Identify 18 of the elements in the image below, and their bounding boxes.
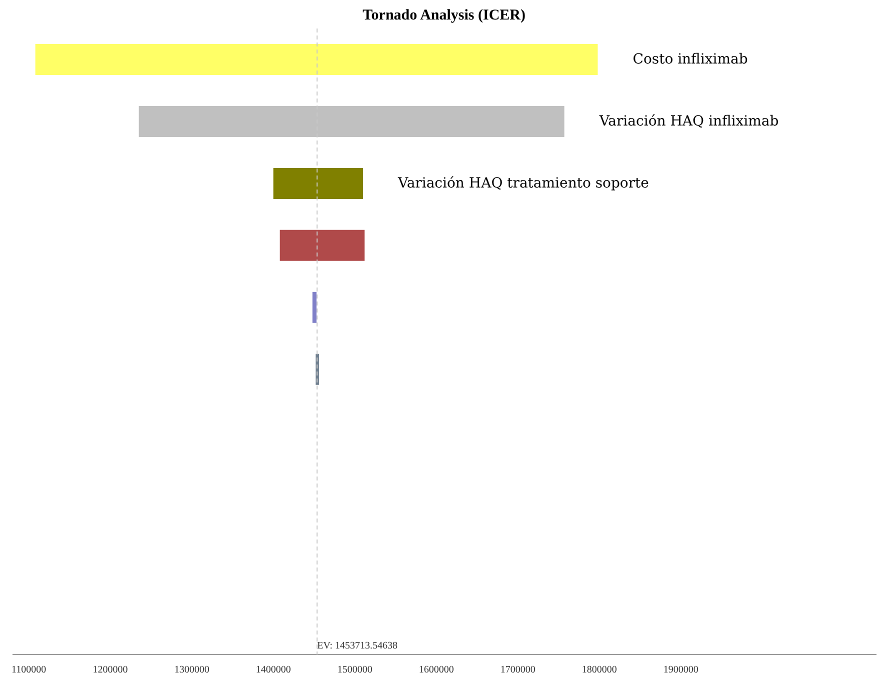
y-tick-label: Variación HAQ infliximab bbox=[598, 113, 779, 130]
x-tick-label: 1500000 bbox=[337, 664, 372, 676]
x-tick-label: 1700000 bbox=[500, 664, 536, 676]
bar bbox=[273, 168, 363, 199]
x-tick-label: 1600000 bbox=[418, 664, 454, 676]
y-tick-label: Costo infliximab bbox=[632, 51, 748, 68]
bar bbox=[280, 230, 365, 261]
x-tick-label: 1400000 bbox=[256, 664, 291, 676]
chart-title: Tornado Analysis (ICER) bbox=[362, 8, 526, 24]
bar bbox=[35, 44, 598, 75]
x-tick-label: 1800000 bbox=[582, 664, 617, 676]
x-tick-label: 1900000 bbox=[663, 664, 698, 676]
x-tick-label: 1200000 bbox=[92, 664, 128, 676]
ref-line-label: EV: 1453713.54638 bbox=[317, 640, 398, 652]
bar bbox=[312, 292, 317, 323]
x-tick-label: 1100000 bbox=[11, 664, 46, 676]
x-tick-label: 1300000 bbox=[174, 664, 210, 676]
y-tick-label: Variación HAQ tratamiento soporte bbox=[396, 175, 649, 192]
